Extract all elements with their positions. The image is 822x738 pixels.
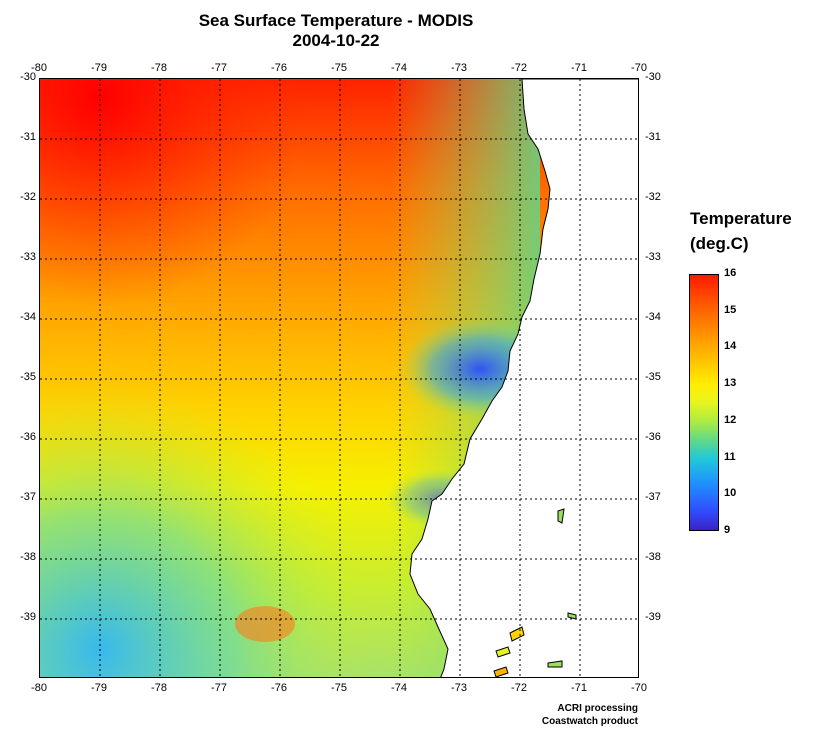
lon-tick-label: -77 (211, 62, 227, 74)
map-date: 2004-10-22 (292, 31, 380, 50)
lat-tick-label: -32 (20, 191, 36, 203)
lon-tick-label: -70 (631, 62, 647, 74)
lon-tick-label: -71 (571, 62, 587, 74)
island-1 (557, 508, 565, 524)
lon-tick-label: -80 (31, 682, 47, 694)
lon-tick-label: -70 (631, 682, 647, 694)
lon-tick-label: -73 (451, 62, 467, 74)
colorbar-tick-label: 11 (724, 450, 736, 463)
colorbar-tick-label: 15 (724, 303, 737, 316)
colorbar-tick-label: 12 (724, 413, 737, 426)
legend-units: (deg.C) (690, 234, 749, 253)
lon-tick-label: -76 (271, 62, 287, 74)
lat-tick-label: -37 (645, 491, 661, 503)
colorbar-tick-label: 14 (724, 340, 737, 353)
sst-map-canvas (40, 79, 638, 677)
lat-tick-label: -35 (645, 371, 661, 383)
lat-tick-label: -31 (645, 131, 661, 143)
lat-tick-label: -30 (20, 71, 36, 83)
graticule (40, 79, 638, 677)
lat-tick-label: -31 (20, 131, 36, 143)
lat-tick-label: -30 (645, 71, 661, 83)
lon-tick-label: -72 (511, 62, 527, 74)
colorbar (689, 274, 719, 531)
lon-tick-label: -72 (511, 682, 527, 694)
island-5 (547, 660, 563, 668)
lat-tick-label: -36 (645, 431, 661, 443)
island-4 (493, 666, 509, 677)
colorbar-tick-label: 10 (724, 487, 737, 500)
lat-tick-label: -33 (645, 251, 661, 263)
lat-tick-label: -39 (645, 611, 661, 623)
legend-title: Temperature (690, 209, 792, 228)
lat-tick-label: -38 (645, 551, 661, 563)
lat-tick-label: -39 (20, 611, 36, 623)
credit-product: Coastwatch product (541, 716, 638, 727)
lon-tick-label: -71 (571, 682, 587, 694)
lon-tick-label: -77 (211, 682, 227, 694)
colorbar-tick-label: 16 (724, 267, 737, 279)
lon-tick-label: -75 (331, 682, 347, 694)
lat-tick-label: -35 (20, 371, 36, 383)
lon-tick-label: -80 (31, 62, 47, 74)
land-chile (409, 79, 638, 677)
lon-tick-label: -78 (151, 682, 167, 694)
lon-tick-label: -74 (391, 62, 407, 74)
lon-tick-label: -76 (271, 682, 287, 694)
lon-tick-label: -79 (91, 682, 107, 694)
lat-tick-label: -32 (645, 191, 661, 203)
lon-tick-label: -79 (91, 62, 107, 74)
lon-tick-label: -75 (331, 62, 347, 74)
lat-tick-label: -37 (20, 491, 36, 503)
island-3 (495, 646, 511, 658)
lat-tick-label: -34 (20, 311, 36, 323)
sst-map (39, 78, 639, 678)
lon-tick-label: -73 (451, 682, 467, 694)
lat-tick-label: -33 (20, 251, 36, 263)
map-title: Sea Surface Temperature - MODIS (198, 11, 474, 30)
warm-eddy (235, 606, 295, 642)
credit-processing: ACRI processing (557, 703, 638, 714)
colorbar-tick-label: 9 (724, 524, 731, 536)
lon-tick-label: -78 (151, 62, 167, 74)
lat-tick-label: -36 (20, 431, 36, 443)
lat-tick-label: -38 (20, 551, 36, 563)
colorbar-tick-label: 13 (724, 377, 737, 390)
lon-tick-label: -74 (391, 682, 407, 694)
lat-tick-label: -34 (645, 311, 661, 323)
